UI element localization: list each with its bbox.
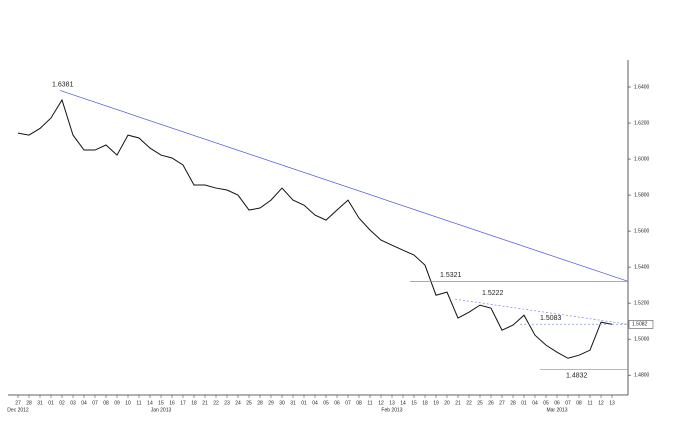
x-tick-label: 14 bbox=[147, 400, 153, 406]
x-tick-label: 06 bbox=[554, 400, 560, 406]
x-tick-label: 03 bbox=[70, 400, 76, 406]
x-tick-label: 07 bbox=[565, 400, 571, 406]
x-tick-label: 22 bbox=[466, 400, 472, 406]
x-tick-label: 24 bbox=[235, 400, 241, 406]
x-tick-label: 04 bbox=[81, 400, 87, 406]
y-tick-label: 1.5200 bbox=[634, 300, 650, 306]
x-tick-label: 07 bbox=[92, 400, 98, 406]
level-label: 1.5083 bbox=[540, 315, 562, 322]
x-tick-label: 27 bbox=[499, 400, 505, 406]
x-tick-label: 09 bbox=[114, 400, 120, 406]
x-tick-label: 01 bbox=[301, 400, 307, 406]
x-tick-label: 12 bbox=[598, 400, 604, 406]
x-tick-label: 10 bbox=[125, 400, 131, 406]
x-tick-label: 28 bbox=[510, 400, 516, 406]
y-tick-label: 1.5600 bbox=[634, 228, 650, 234]
x-tick-label: 05 bbox=[543, 400, 549, 406]
month-label: Jan 2013 bbox=[151, 407, 172, 413]
x-tick-label: 04 bbox=[312, 400, 318, 406]
x-tick-label: 31 bbox=[37, 400, 43, 406]
level-label: 1.6381 bbox=[52, 81, 74, 88]
x-tick-label: 11 bbox=[587, 400, 592, 406]
x-tick-label: 27 bbox=[15, 400, 21, 406]
level-label: 1.5321 bbox=[440, 272, 462, 279]
x-tick-label: 20 bbox=[444, 400, 450, 406]
x-tick-label: 22 bbox=[213, 400, 219, 406]
x-tick-label: 16 bbox=[169, 400, 175, 406]
x-tick-label: 02 bbox=[59, 400, 65, 406]
x-tick-label: 21 bbox=[202, 400, 208, 406]
x-tick-label: 25 bbox=[477, 400, 483, 406]
x-tick-label: 11 bbox=[136, 400, 141, 406]
level-label: 1.4832 bbox=[566, 372, 588, 379]
last-price-box bbox=[628, 320, 654, 329]
x-tick-label: 12 bbox=[378, 400, 384, 406]
x-tick-label: 04 bbox=[532, 400, 538, 406]
x-tick-label: 17 bbox=[180, 400, 186, 406]
month-label: Dec 2012 bbox=[7, 407, 29, 413]
x-tick-label: 15 bbox=[158, 400, 164, 406]
x-tick-label: 21 bbox=[455, 400, 461, 406]
level-label: 1.5222 bbox=[482, 290, 504, 297]
x-tick-label: 08 bbox=[356, 400, 362, 406]
x-tick-label: 13 bbox=[609, 400, 615, 406]
last-price-label: 1.5082 bbox=[632, 322, 648, 328]
level-line bbox=[454, 298, 629, 325]
x-tick-label: 19 bbox=[433, 400, 439, 406]
x-tick-label: 31 bbox=[290, 400, 296, 406]
x-tick-label: 15 bbox=[411, 400, 417, 406]
y-tick-label: 1.5400 bbox=[634, 264, 650, 270]
x-tick-label: 08 bbox=[103, 400, 109, 406]
x-tick-label: 30 bbox=[279, 400, 285, 406]
x-tick-label: 14 bbox=[400, 400, 406, 406]
x-tick-label: 28 bbox=[257, 400, 263, 406]
x-tick-label: 11 bbox=[367, 400, 372, 406]
y-tick-label: 1.6200 bbox=[634, 120, 650, 126]
x-tick-label: 29 bbox=[268, 400, 274, 406]
x-tick-label: 06 bbox=[334, 400, 340, 406]
x-tick-label: 13 bbox=[389, 400, 395, 406]
x-tick-label: 07 bbox=[345, 400, 351, 406]
price-line bbox=[17, 98, 613, 359]
month-label: Mar 2013 bbox=[546, 407, 567, 413]
x-tick-label: 26 bbox=[488, 400, 494, 406]
y-tick-label: 1.6400 bbox=[634, 84, 650, 90]
y-tick-label: 1.5000 bbox=[634, 336, 650, 342]
x-tick-label: 01 bbox=[521, 400, 527, 406]
month-label: Feb 2013 bbox=[381, 407, 402, 413]
y-tick-label: 1.6000 bbox=[634, 156, 650, 162]
x-tick-label: 18 bbox=[422, 400, 428, 406]
x-tick-label: 18 bbox=[191, 400, 197, 406]
y-tick-label: 1.5800 bbox=[634, 192, 650, 198]
level-line bbox=[59, 90, 629, 282]
x-tick-label: 23 bbox=[224, 400, 230, 406]
x-tick-label: 25 bbox=[246, 400, 252, 406]
x-tick-label: 28 bbox=[26, 400, 32, 406]
x-tick-label: 08 bbox=[576, 400, 582, 406]
x-tick-label: 01 bbox=[48, 400, 54, 406]
x-tick-label: 05 bbox=[323, 400, 329, 406]
y-tick-label: 1.4800 bbox=[634, 373, 650, 379]
